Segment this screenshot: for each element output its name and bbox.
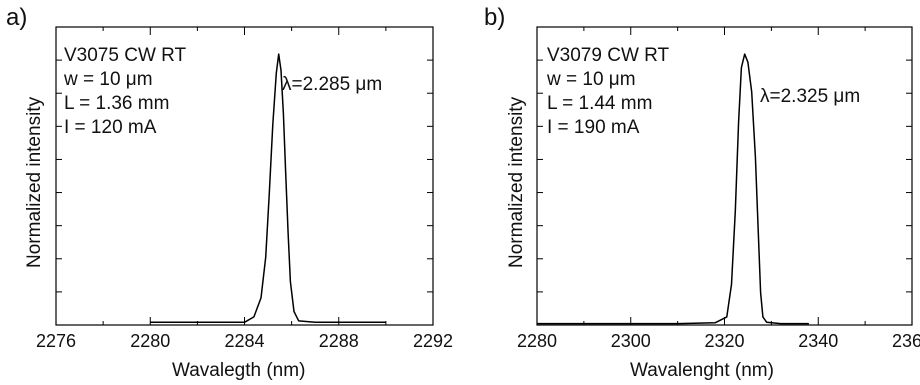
annotation-width: w = 10 μm [547, 69, 636, 90]
x-tick-label: 2320 [704, 331, 744, 351]
annotation-sample: V3079 CW RT [547, 45, 670, 66]
spectrum-line [537, 53, 809, 325]
annotation-sample: V3075 CW RT [64, 45, 187, 66]
annotation-current: I = 190 mA [547, 117, 640, 138]
annotation-block: V3075 CW RT w = 10 μm L = 1.36 mm I = 12… [64, 44, 186, 140]
chart-b-plot: 2280 2300 2320 2340 2360 [517, 26, 920, 351]
peak-wavelength-label: λ=2.285 μm [282, 74, 383, 95]
peak-wavelength-label: λ=2.325 μm [760, 86, 861, 107]
x-tick-label: 2288 [319, 331, 359, 351]
chart-panel-b: b) 2280 2300 2320 2340 2360 V3079 CW RT w = … [460, 0, 920, 385]
panel-label: b) [484, 4, 506, 31]
panel-label: a) [6, 4, 28, 31]
x-tick-label: 2276 [36, 331, 76, 351]
annotation-current: I = 120 mA [64, 117, 157, 138]
annotation-length: L = 1.44 mm [547, 93, 653, 114]
spectrum-line [150, 53, 386, 324]
chart-panel-a: a) 2276 2280 2284 2288 2292 V3075 CW RT w = … [6, 4, 453, 381]
y-axis-label: Normalized intensity [506, 96, 527, 268]
annotation-block: V3079 CW RT w = 10 μm L = 1.44 mm I = 19… [547, 44, 669, 140]
chart-a-plot: 2276 2280 2284 2288 2292 [36, 26, 453, 351]
annotation-length: L = 1.36 mm [64, 93, 170, 114]
annotation-width: w = 10 μm [64, 69, 153, 90]
x-tick-label: 2360 [892, 331, 920, 351]
x-tick-label: 2340 [798, 331, 838, 351]
x-tick-label: 2280 [130, 331, 170, 351]
x-tick-label: 2280 [517, 331, 557, 351]
x-tick-label: 2300 [611, 331, 651, 351]
x-axis-label: Wavalegth (nm) [172, 360, 306, 381]
x-axis-label: Wavalenght (nm) [630, 360, 774, 381]
x-tick-label: 2292 [413, 331, 453, 351]
x-tick-label: 2284 [224, 331, 264, 351]
y-axis-label: Normalized intensity [24, 96, 45, 268]
